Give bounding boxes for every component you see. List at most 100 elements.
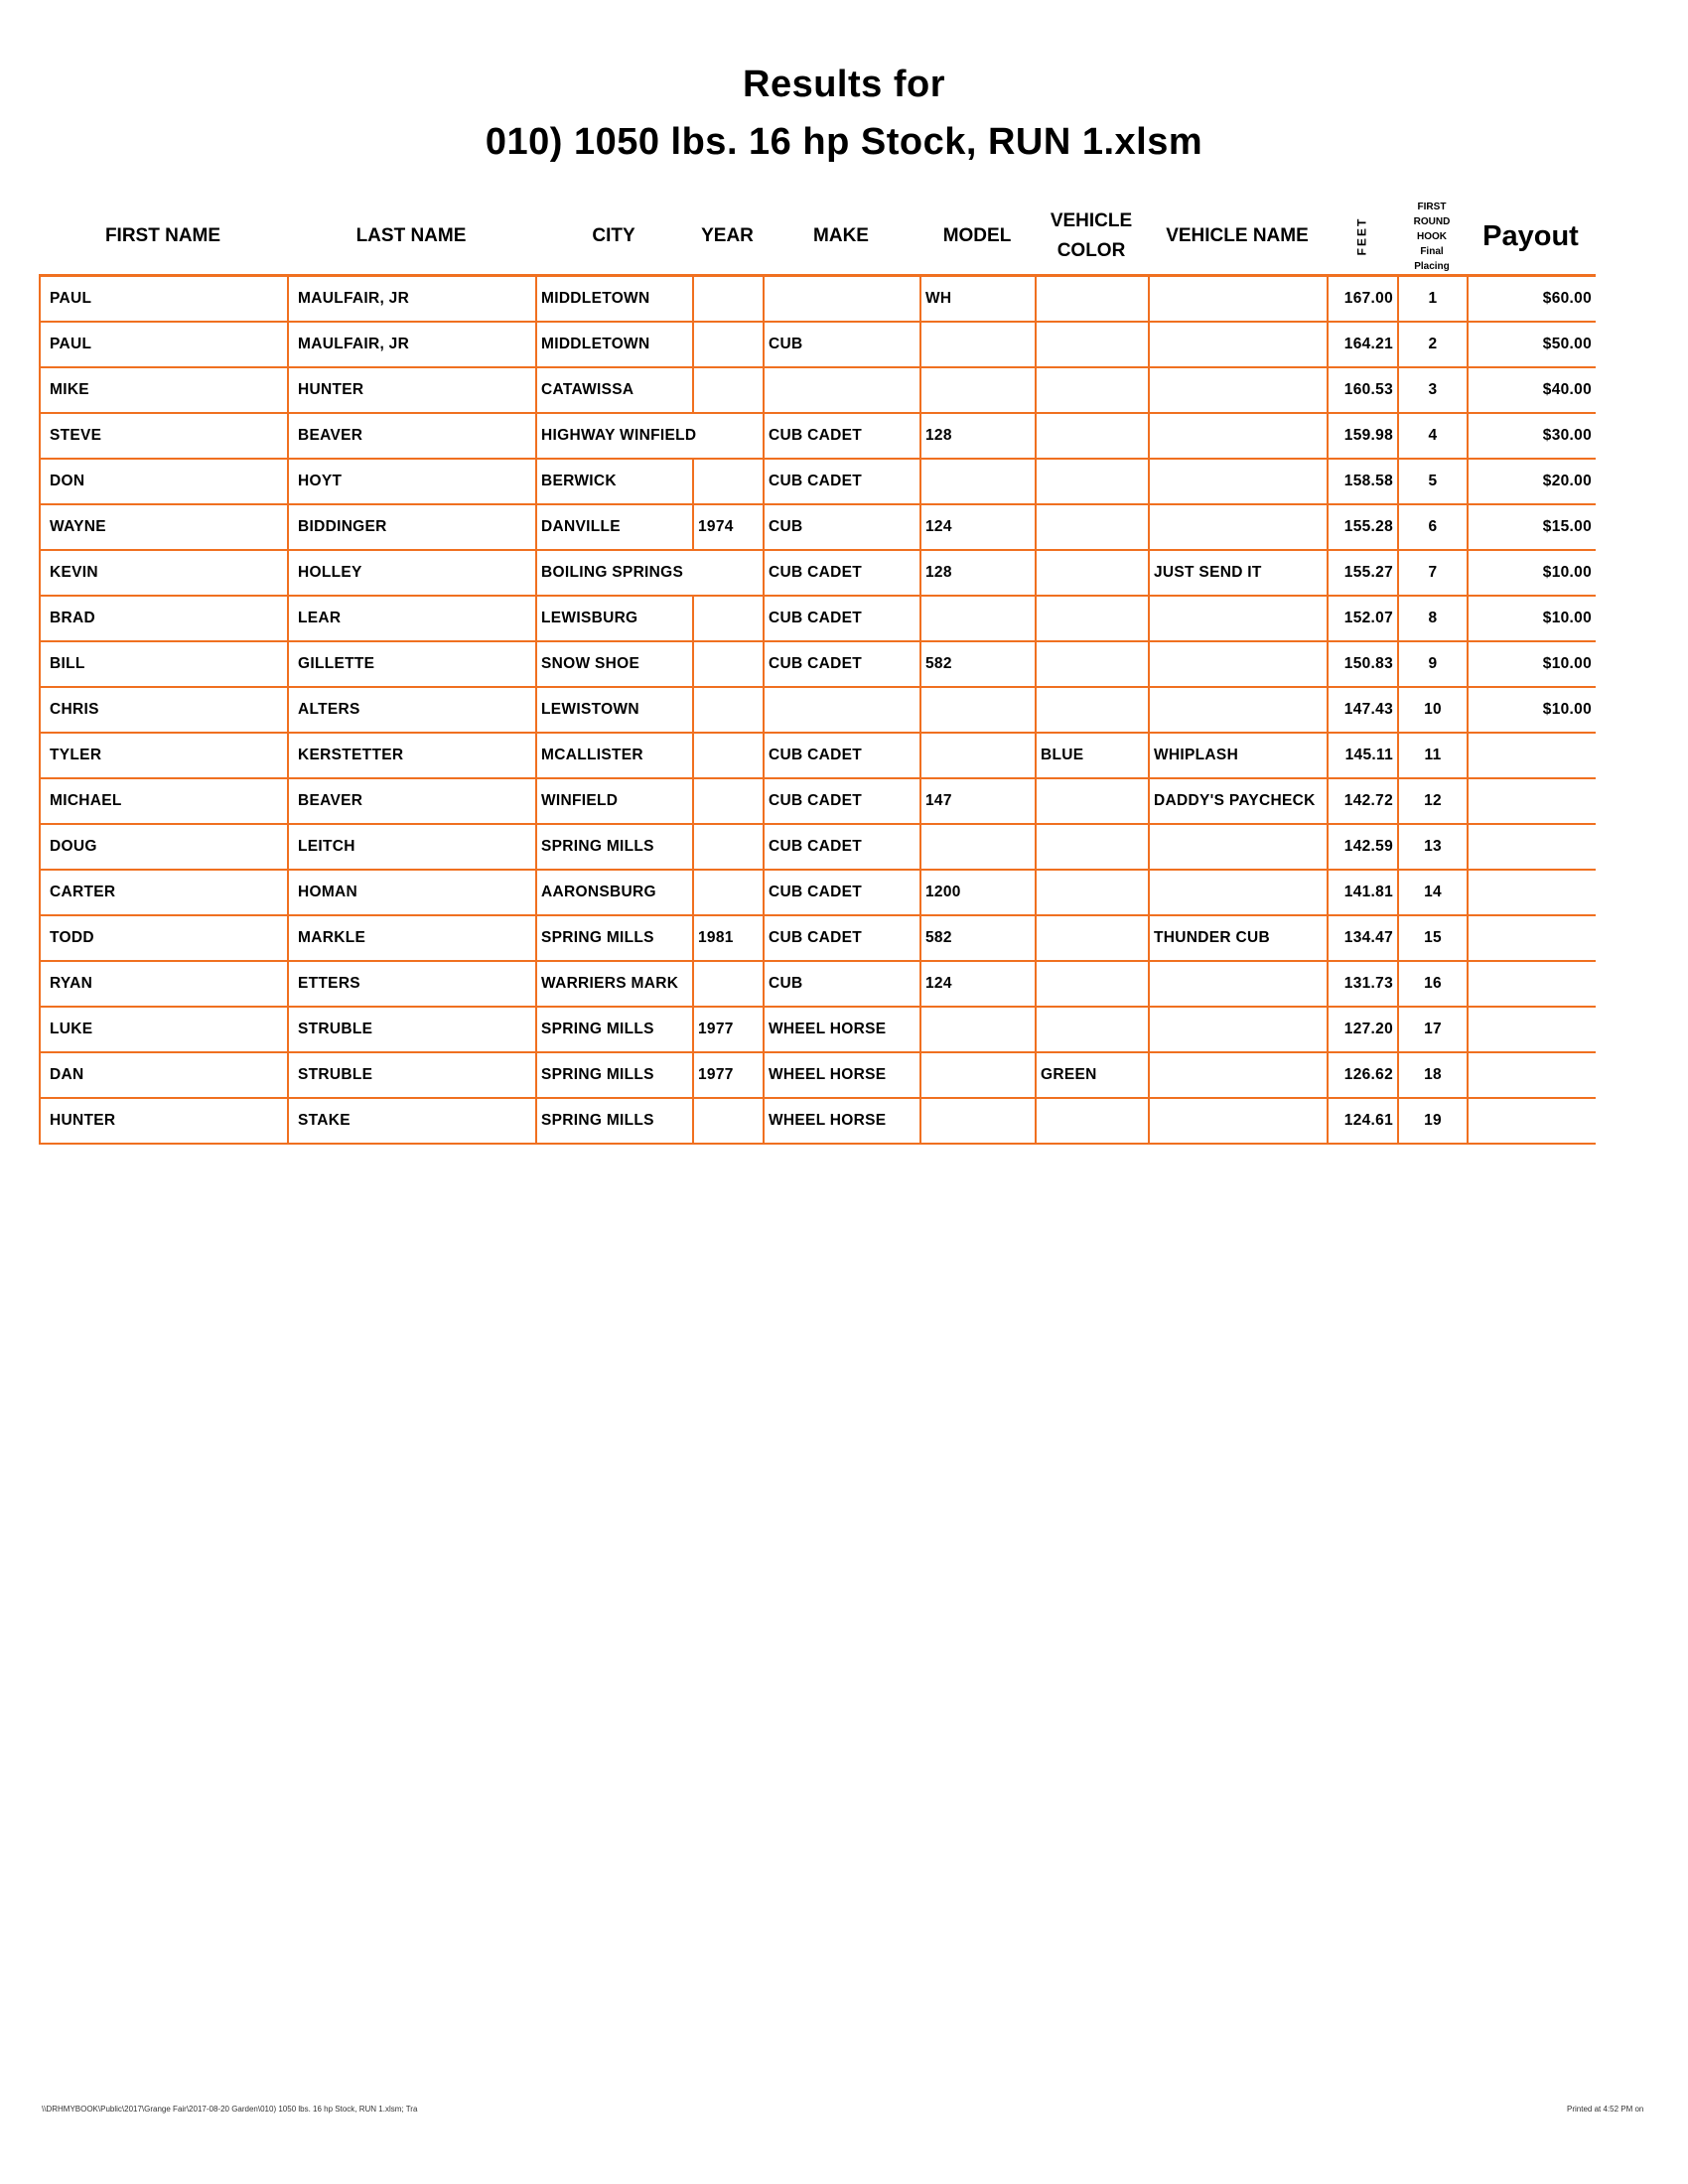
cell-payout: $50.00 <box>1468 322 1596 368</box>
cell-make: CUB CADET <box>764 596 921 642</box>
cell-model: 582 <box>920 915 1037 962</box>
cell-first-name: CARTER <box>39 870 289 916</box>
cell-year <box>693 824 765 871</box>
cell-vehicle-name <box>1149 459 1329 505</box>
cell-vehicle-color <box>1036 915 1150 962</box>
cell-placing: 3 <box>1398 367 1469 414</box>
cell-year <box>693 641 765 688</box>
cell-make: CUB CADET <box>764 778 921 825</box>
cell-vehicle-name <box>1149 274 1329 323</box>
table-row: WAYNE BIDDINGER DANVILLE 1974 CUB 124 155.28 6 $… <box>39 504 1596 551</box>
cell-payout: $20.00 <box>1468 459 1596 505</box>
cell-model <box>920 322 1037 368</box>
cell-vehicle-color <box>1036 1007 1150 1053</box>
cell-year <box>693 459 765 505</box>
cell-placing: 19 <box>1398 1098 1469 1145</box>
cell-last-name: BEAVER <box>288 778 537 825</box>
cell-last-name: HOMAN <box>288 870 537 916</box>
cell-payout <box>1468 778 1596 825</box>
cell-make: CUB <box>764 322 921 368</box>
cell-vehicle-name: THUNDER CUB <box>1149 915 1329 962</box>
table-row: BILL GILLETTE SNOW SHOE CUB CADET 582 150.83 9… <box>39 641 1596 688</box>
header-vehicle-name: VEHICLE NAME <box>1166 225 1309 246</box>
cell-model <box>920 367 1037 414</box>
header-feet: FEET <box>1327 199 1397 274</box>
cell-payout <box>1468 961 1596 1008</box>
cell-year <box>693 1098 765 1145</box>
cell-payout <box>1468 733 1596 779</box>
cell-vehicle-color <box>1036 870 1150 916</box>
cell-vehicle-color <box>1036 641 1150 688</box>
footer-printed-at: Printed at 4:52 PM on <box>1567 2105 1644 2114</box>
cell-model <box>920 733 1037 779</box>
cell-make: CUB CADET <box>764 641 921 688</box>
cell-year: 1981 <box>693 915 765 962</box>
cell-vehicle-color <box>1036 459 1150 505</box>
cell-feet: 124.61 <box>1328 1098 1399 1145</box>
cell-model: WH <box>920 274 1037 323</box>
table-row: STEVE BEAVER HIGHWAY WINFIELD CUB CADET 128 1… <box>39 413 1596 460</box>
cell-model <box>920 459 1037 505</box>
cell-placing: 17 <box>1398 1007 1469 1053</box>
cell-payout <box>1468 870 1596 916</box>
cell-city: HIGHWAY WINFIELD <box>536 413 765 460</box>
cell-first-name: RYAN <box>39 961 289 1008</box>
header-feet-label: FEET <box>1354 216 1369 256</box>
cell-city: MIDDLETOWN <box>536 322 694 368</box>
cell-vehicle-name: WHIPLASH <box>1149 733 1329 779</box>
cell-payout <box>1468 1098 1596 1145</box>
cell-vehicle-color <box>1036 550 1150 597</box>
cell-placing: 13 <box>1398 824 1469 871</box>
cell-placing: 18 <box>1398 1052 1469 1099</box>
cell-placing: 4 <box>1398 413 1469 460</box>
cell-vehicle-name <box>1149 687 1329 734</box>
cell-city: WINFIELD <box>536 778 694 825</box>
cell-model: 582 <box>920 641 1037 688</box>
cell-city: MIDDLETOWN <box>536 274 694 323</box>
cell-city: LEWISBURG <box>536 596 694 642</box>
header-city: CITY <box>592 225 635 246</box>
cell-model <box>920 1098 1037 1145</box>
header-last-name: LAST NAME <box>355 225 467 246</box>
cell-first-name: LUKE <box>39 1007 289 1053</box>
cell-last-name: LEITCH <box>288 824 537 871</box>
cell-vehicle-color <box>1036 778 1150 825</box>
header-placing: FIRST ROUND HOOK Final Placing <box>1397 199 1467 274</box>
cell-feet: 147.43 <box>1328 687 1399 734</box>
header-vehicle-color-line2: COLOR <box>1056 240 1126 261</box>
header-vehicle-color-line1: VEHICLE <box>1050 210 1133 231</box>
cell-feet: 152.07 <box>1328 596 1399 642</box>
results-table: PAUL MAULFAIR, JR MIDDLETOWN WH 167.00 1 $60.0… <box>39 274 1596 1145</box>
cell-city: BERWICK <box>536 459 694 505</box>
table-row: PAUL MAULFAIR, JR MIDDLETOWN WH 167.00 1 $60.0… <box>39 274 1596 323</box>
cell-feet: 160.53 <box>1328 367 1399 414</box>
cell-first-name: HUNTER <box>39 1098 289 1145</box>
cell-placing: 8 <box>1398 596 1469 642</box>
cell-vehicle-name <box>1149 413 1329 460</box>
cell-year <box>693 596 765 642</box>
cell-payout <box>1468 915 1596 962</box>
cell-placing: 2 <box>1398 322 1469 368</box>
cell-placing: 14 <box>1398 870 1469 916</box>
cell-feet: 155.28 <box>1328 504 1399 551</box>
cell-city: SPRING MILLS <box>536 915 694 962</box>
cell-payout: $10.00 <box>1468 596 1596 642</box>
cell-model <box>920 1007 1037 1053</box>
cell-placing: 12 <box>1398 778 1469 825</box>
cell-year <box>693 961 765 1008</box>
cell-payout: $30.00 <box>1468 413 1596 460</box>
header-first-name: FIRST NAME <box>104 225 221 246</box>
cell-city: SPRING MILLS <box>536 1098 694 1145</box>
cell-year <box>693 733 765 779</box>
cell-feet: 167.00 <box>1328 274 1399 323</box>
cell-payout: $40.00 <box>1468 367 1596 414</box>
cell-vehicle-color <box>1036 367 1150 414</box>
cell-year <box>693 778 765 825</box>
cell-model <box>920 596 1037 642</box>
cell-model: 124 <box>920 504 1037 551</box>
cell-payout <box>1468 824 1596 871</box>
cell-vehicle-name <box>1149 596 1329 642</box>
header-placing-line: Final <box>1420 245 1444 257</box>
cell-placing: 6 <box>1398 504 1469 551</box>
cell-placing: 1 <box>1398 274 1469 323</box>
